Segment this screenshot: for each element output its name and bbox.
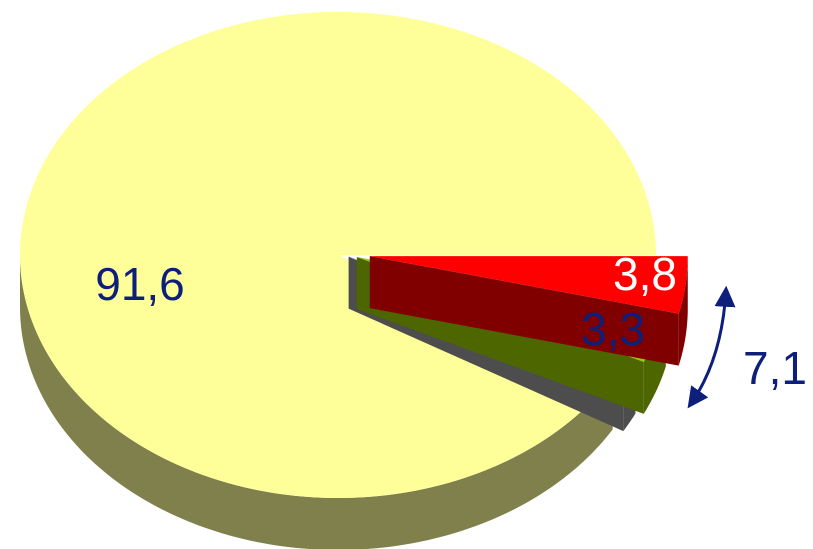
data-label: 91,6 — [95, 258, 185, 310]
slice-face — [369, 256, 679, 366]
slice-side — [678, 256, 688, 366]
slice — [20, 12, 656, 549]
annotation: 7,1 — [743, 342, 807, 394]
data-label: 3,8 — [613, 248, 677, 300]
pie — [20, 12, 688, 549]
annotation-arrow — [687, 285, 736, 409]
slice-top — [369, 256, 688, 314]
slice-top — [20, 12, 656, 498]
data-label: 3,3 — [581, 303, 645, 355]
slice — [369, 256, 688, 366]
slice-side — [20, 255, 613, 549]
